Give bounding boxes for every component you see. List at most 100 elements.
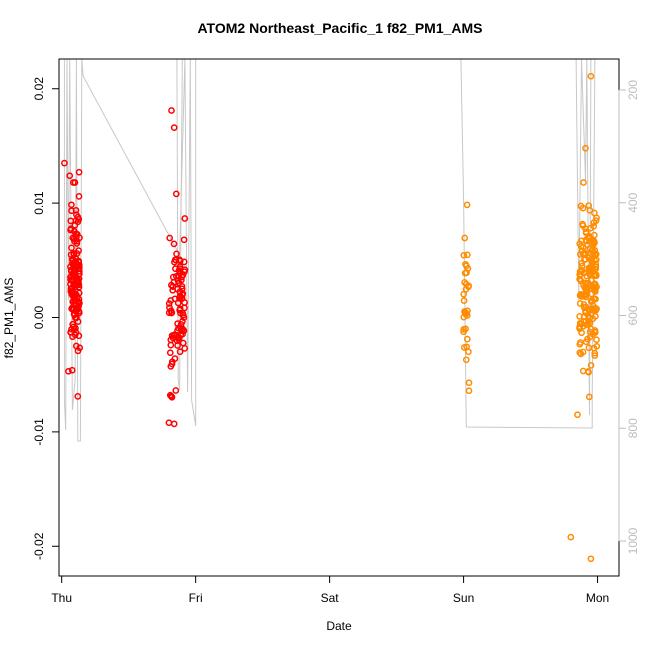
data-point bbox=[582, 307, 589, 315]
data-point bbox=[172, 265, 179, 273]
data-point bbox=[465, 387, 473, 395]
altitude-line-segment bbox=[316, 58, 596, 429]
data-point bbox=[172, 190, 180, 198]
data-point bbox=[73, 306, 81, 314]
data-point bbox=[580, 256, 588, 264]
data-point bbox=[589, 306, 597, 314]
data-point bbox=[592, 271, 600, 279]
data-point bbox=[174, 342, 181, 349]
data-point bbox=[590, 219, 598, 226]
data-point bbox=[591, 327, 599, 334]
data-point bbox=[461, 234, 469, 242]
data-point bbox=[586, 206, 594, 214]
data-point bbox=[591, 286, 598, 294]
data-point bbox=[172, 256, 180, 264]
data-point bbox=[579, 348, 587, 356]
data-point bbox=[68, 201, 75, 209]
data-point bbox=[592, 312, 599, 320]
data-point bbox=[590, 295, 598, 303]
data-point bbox=[587, 265, 595, 273]
data-point bbox=[165, 300, 173, 307]
y2-tick-label: 1000 bbox=[626, 527, 640, 554]
chart-title: ATOM2 Northeast_Pacific_1 f82_PM1_AMS bbox=[197, 20, 483, 36]
data-point bbox=[75, 193, 83, 200]
data-point bbox=[65, 367, 72, 375]
data-point bbox=[68, 207, 75, 215]
data-point bbox=[176, 256, 183, 264]
data-point bbox=[75, 264, 83, 272]
data-point bbox=[67, 263, 74, 271]
data-point bbox=[576, 251, 584, 258]
data-point bbox=[175, 334, 183, 341]
data-point bbox=[177, 309, 184, 317]
data-point bbox=[462, 356, 470, 364]
x-axis-label: Date bbox=[326, 619, 352, 633]
data-point bbox=[584, 241, 591, 249]
data-point bbox=[582, 228, 590, 236]
data-point bbox=[591, 280, 599, 288]
data-point bbox=[180, 327, 188, 335]
y2-tick-label: 800 bbox=[626, 418, 640, 438]
y-tick-label: -0.02 bbox=[32, 532, 46, 560]
data-point bbox=[593, 342, 601, 350]
data-point bbox=[73, 230, 81, 238]
data-point bbox=[176, 295, 183, 302]
data-point bbox=[583, 272, 591, 280]
data-point bbox=[461, 308, 468, 315]
x-tick-label: Sun bbox=[453, 591, 474, 605]
data-point bbox=[73, 233, 80, 241]
x-tick-label: Mon bbox=[586, 591, 609, 605]
data-point bbox=[590, 222, 598, 230]
data-point bbox=[71, 296, 79, 304]
data-point bbox=[67, 328, 75, 336]
data-point bbox=[574, 411, 581, 419]
data-point bbox=[69, 270, 77, 277]
data-point bbox=[167, 392, 175, 400]
data-point bbox=[168, 358, 176, 366]
data-point bbox=[576, 300, 584, 307]
data-point bbox=[75, 267, 83, 275]
data-point bbox=[591, 352, 599, 359]
data-point bbox=[75, 168, 83, 176]
data-point bbox=[175, 279, 183, 287]
data-point bbox=[591, 239, 598, 246]
y-tick-label: -0.01 bbox=[32, 418, 46, 446]
data-point bbox=[576, 340, 584, 348]
data-point bbox=[584, 368, 592, 375]
altitude-line-segment bbox=[575, 58, 598, 416]
data-point bbox=[586, 233, 594, 241]
plot-frame bbox=[58, 58, 620, 577]
data-point bbox=[179, 309, 187, 317]
data-point bbox=[172, 272, 180, 280]
data-point bbox=[67, 225, 75, 232]
data-point bbox=[179, 339, 187, 347]
data-point bbox=[576, 349, 584, 356]
x-tick-label: Thu bbox=[51, 591, 72, 605]
data-point bbox=[591, 349, 599, 357]
data-point bbox=[178, 295, 186, 302]
data-point bbox=[166, 234, 174, 242]
data-point bbox=[181, 268, 188, 276]
data-point bbox=[576, 323, 584, 330]
data-point bbox=[168, 107, 175, 114]
data-point bbox=[582, 318, 590, 325]
x-tick-label: Sat bbox=[321, 591, 340, 605]
data-point bbox=[461, 269, 469, 277]
data-point bbox=[581, 284, 589, 291]
data-point bbox=[173, 250, 180, 258]
data-point bbox=[463, 335, 471, 343]
data-point bbox=[585, 307, 593, 314]
y2-tick-label: 200 bbox=[626, 80, 640, 100]
data-point bbox=[169, 286, 177, 294]
data-point bbox=[74, 218, 82, 226]
data-point bbox=[71, 299, 79, 307]
data-point bbox=[69, 179, 77, 186]
data-point bbox=[174, 320, 181, 327]
data-point bbox=[463, 201, 471, 209]
data-point bbox=[70, 290, 77, 298]
y-tick-label: 0.00 bbox=[32, 305, 46, 329]
y2-tick-label: 600 bbox=[626, 305, 640, 325]
data-point bbox=[76, 344, 84, 352]
data-point bbox=[578, 262, 586, 270]
data-point bbox=[166, 391, 174, 399]
